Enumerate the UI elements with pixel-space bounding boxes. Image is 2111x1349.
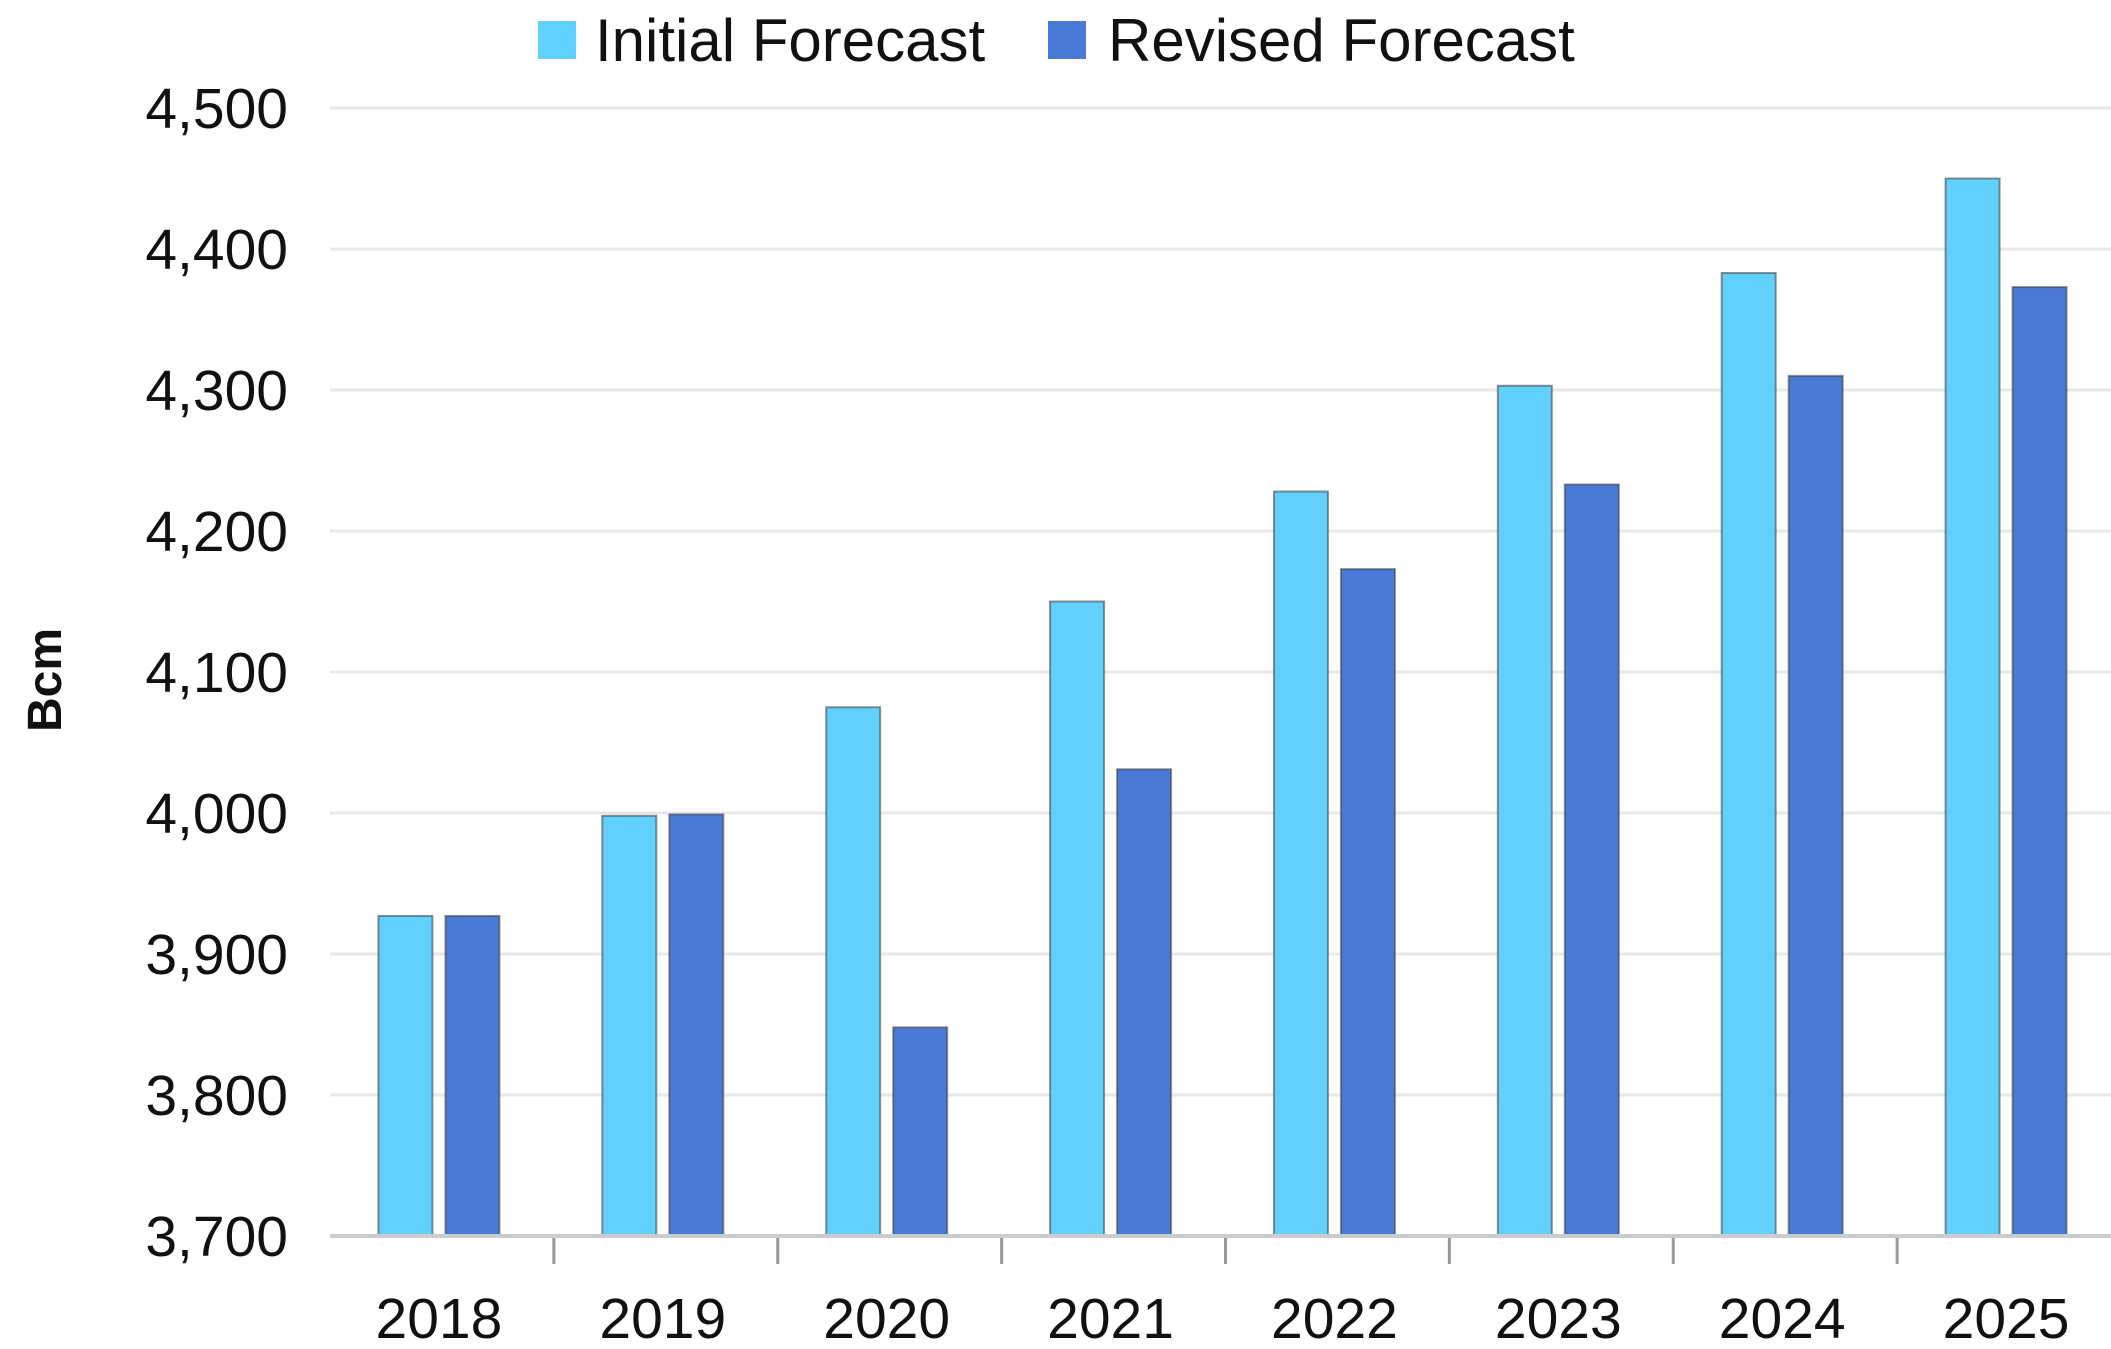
bar-initial-2023 — [1496, 384, 1553, 1237]
x-tick-label: 2018 — [376, 1287, 503, 1349]
y-tick-label: 4,200 — [145, 500, 288, 564]
y-tick-label: 3,700 — [145, 1205, 288, 1269]
bar-revised-2018 — [444, 914, 501, 1237]
bar-revised-2024 — [1787, 374, 1844, 1237]
bar-initial-2021 — [1049, 600, 1106, 1237]
bar-revised-2020 — [892, 1026, 949, 1237]
x-axis: 2018 2019 2020 2021 2022 2023 2024 2025 — [330, 1234, 2111, 1349]
y-tick-label: 4,400 — [145, 218, 288, 282]
bar-revised-2022 — [1339, 568, 1396, 1237]
y-tick-label: 3,800 — [145, 1064, 288, 1128]
bar-initial-2018 — [377, 914, 434, 1237]
legend-label-initial: Initial Forecast — [595, 7, 985, 74]
y-tick-label: 4,100 — [145, 641, 288, 705]
bar-initial-2020 — [825, 706, 882, 1237]
x-tick-label: 2025 — [1943, 1287, 2070, 1349]
y-axis-title: Bcm — [19, 628, 72, 732]
legend-swatch-initial — [538, 21, 576, 59]
legend-swatch-revised — [1048, 21, 1086, 59]
x-tick-label: 2019 — [599, 1287, 726, 1349]
bar-initial-2022 — [1272, 490, 1329, 1237]
legend: Initial Forecast Revised Forecast — [538, 7, 1575, 74]
bar-revised-2023 — [1563, 483, 1620, 1238]
bar-revised-2021 — [1116, 768, 1173, 1237]
x-tick-label: 2023 — [1495, 1287, 1622, 1349]
y-tick-label: 4,000 — [145, 782, 288, 846]
y-tick-label: 4,300 — [145, 359, 288, 423]
bar-initial-2019 — [601, 814, 658, 1237]
x-tick-label: 2020 — [823, 1287, 950, 1349]
y-tick-label: 4,500 — [145, 77, 288, 141]
y-axis-ticks: 3,700 3,800 3,900 4,000 4,100 4,200 4,300 4,400… — [145, 77, 288, 1269]
legend-label-revised: Revised Forecast — [1108, 7, 1575, 74]
bar-revised-2019 — [668, 813, 725, 1237]
x-tick-label: 2021 — [1047, 1287, 1174, 1349]
x-tick-label: 2024 — [1719, 1287, 1846, 1349]
x-tick-label: 2022 — [1271, 1287, 1398, 1349]
bar-initial-2024 — [1720, 271, 1777, 1238]
bar-initial-2025 — [1944, 177, 2001, 1237]
bars — [377, 177, 2068, 1238]
gridlines — [330, 106, 2111, 1097]
y-tick-label: 3,900 — [145, 923, 288, 987]
bar-revised-2025 — [2011, 286, 2068, 1237]
